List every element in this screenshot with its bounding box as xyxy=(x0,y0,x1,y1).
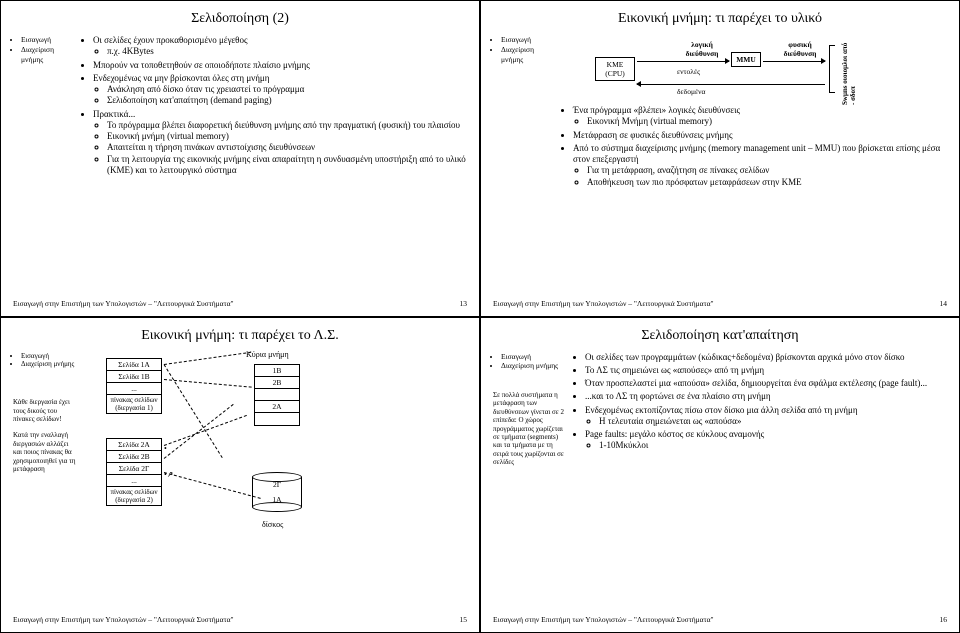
slide-3: Εικονική μνήμη: τι παρέχει το Λ.Σ. Εισαγ… xyxy=(0,317,480,633)
map-line xyxy=(164,364,223,458)
data-label: δεδομένα xyxy=(677,87,705,96)
bullet: Ενδεχομένως να μην βρίσκονται όλες στη μ… xyxy=(93,73,467,107)
memory-bracket xyxy=(829,45,835,93)
disk-label: δίσκος xyxy=(262,520,283,529)
map-line xyxy=(164,351,251,364)
sub-bullet: Απαιτείται η τήρηση πινάκων αντιστοίχιση… xyxy=(107,142,467,153)
slide-main: Οι σελίδες των προγραμμάτων (κώδικας+δεδ… xyxy=(573,352,947,612)
page-table-1: Σελίδα 1Α Σελίδα 1Β ... πίνακας σελίδων … xyxy=(106,358,162,414)
arrow-icon xyxy=(637,61,729,62)
slide-1: Σελιδοποίηση (2) Εισαγωγή Διαχείριση μνή… xyxy=(0,0,480,317)
slide-sidebar: Εισαγωγή Διαχείριση μνήμης Σε πολλά συστ… xyxy=(493,352,565,612)
bullet: Ενδεχομένως εκτοπίζοντας πίσω στον δίσκο… xyxy=(585,405,947,428)
slide-footer: Εισαγωγή στην Επιστήμη των Υπολογιστών –… xyxy=(493,615,947,624)
sub-bullet: Σελιδοποίηση κατ'απαίτηση (demand paging… xyxy=(107,95,467,106)
map-line xyxy=(164,472,261,499)
slide-sidebar: Εισαγωγή Διαχείριση μνήμης xyxy=(13,35,73,295)
bullet: Page faults: μεγάλο κόστος σε κύκλους αν… xyxy=(585,429,947,452)
slide-2: Εικονική μνήμη: τι παρέχει το υλικό Εισα… xyxy=(480,0,960,317)
slide-body: Εισαγωγή Διαχείριση μνήμης Κάθε διεργασί… xyxy=(13,352,467,612)
slide-body: Εισαγωγή Διαχείριση μνήμης Οι σελίδες έχ… xyxy=(13,35,467,295)
bullet: Το ΛΣ τις σημειώνει ως «απούσες» από τη … xyxy=(585,365,947,376)
logical-label: λογική διεύθυνση xyxy=(677,40,727,58)
slide-main: KME (CPU) λογική διεύθυνση MMU φυσική δι… xyxy=(561,35,947,295)
footer-text: Εισαγωγή στην Επιστήμη των Υπολογιστών –… xyxy=(13,615,234,624)
sub-bullet: Η τελευταία σημειώνεται ως «απούσα» xyxy=(599,416,947,427)
bullet: ...και το ΛΣ τη φορτώνει σε ένα πλαίσιο … xyxy=(585,391,947,402)
sub-bullet: π.χ. 4KBytes xyxy=(107,46,467,57)
memory-label: Swμns οιοιομλοι από - σδοπ xyxy=(841,41,857,105)
slide-footer: Εισαγωγή στην Επιστήμη των Υπολογιστών –… xyxy=(13,615,467,624)
bullet: Μπορούν να τοποθετηθούν σε οποιοδήποτε π… xyxy=(93,60,467,71)
slide-title: Σελιδοποίηση κατ'απαίτηση xyxy=(493,328,947,344)
sidebar-item: Διαχείριση μνήμης xyxy=(501,361,565,371)
sidebar-item: Εισαγωγή xyxy=(501,35,553,45)
mmu-box: MMU xyxy=(731,52,761,67)
kme-box: KME (CPU) xyxy=(595,57,635,81)
sub-bullet: Για τη λειτουργία της εικονικής μνήμης ε… xyxy=(107,154,467,177)
side-note: Σε πολλά συστήματα η μετάφραση των διευθ… xyxy=(493,391,565,467)
slide-title: Εικονική μνήμη: τι παρέχει το Λ.Σ. xyxy=(13,328,467,344)
slide-main: Οι σελίδες έχουν προκαθορισμένο μέγεθος … xyxy=(81,35,467,295)
map-line xyxy=(164,403,234,458)
sidebar-item: Διαχείριση μνήμης xyxy=(501,45,553,65)
page-number: 16 xyxy=(940,615,948,624)
slide-title: Σελιδοποίηση (2) xyxy=(13,11,467,27)
sub-bullet: 1-10Μκύκλοι xyxy=(599,440,947,451)
sub-bullet: Ανάκληση από δίσκο όταν τις χρειαστεί το… xyxy=(107,84,467,95)
vm-diagram: Σελίδα 1Α Σελίδα 1Β ... πίνακας σελίδων … xyxy=(86,352,467,542)
bullet: Όταν προσπελαστεί μια «απούσα» σελίδα, δ… xyxy=(585,378,947,389)
sub-bullet: Το πρόγραμμα βλέπει διαφορετική διεύθυνσ… xyxy=(107,120,467,131)
footer-text: Εισαγωγή στην Επιστήμη των Υπολογιστών –… xyxy=(493,615,714,624)
arrow-icon xyxy=(763,61,825,62)
mmu-diagram: KME (CPU) λογική διεύθυνση MMU φυσική δι… xyxy=(567,35,947,105)
sub-bullet: Εικονική Μνήμη (virtual memory) xyxy=(587,116,947,127)
slide-body: Εισαγωγή Διαχείριση μνήμης Σε πολλά συστ… xyxy=(493,352,947,612)
bullet: Πρακτικά... Το πρόγραμμα βλέπει διαφορετ… xyxy=(93,109,467,177)
slide-title: Εικονική μνήμη: τι παρέχει το υλικό xyxy=(493,11,947,27)
main-memory: 1Β 2Β 2Α xyxy=(254,364,300,426)
page-number: 14 xyxy=(940,299,948,308)
sub-bullet: Για τη μετάφραση, αναζήτηση σε πίνακες σ… xyxy=(587,165,947,176)
footer-text: Εισαγωγή στην Επιστήμη των Υπολογιστών –… xyxy=(493,299,714,308)
physical-label: φυσική διεύθυνση xyxy=(775,40,825,58)
sidebar-item: Διαχείριση μνήμης xyxy=(21,360,78,368)
page-number: 15 xyxy=(460,615,468,624)
page-table-2: Σελίδα 2Α Σελίδα 2Β Σελίδα 2Γ ... πίνακα… xyxy=(106,438,162,506)
sub-bullet: Εικονική μνήμη (virtual memory) xyxy=(107,131,467,142)
slide-4: Σελιδοποίηση κατ'απαίτηση Εισαγωγή Διαχε… xyxy=(480,317,960,633)
main-memory-label: Κύρια μνήμη xyxy=(246,350,289,359)
bullet: Ένα πρόγραμμα «βλέπει» λογικές διευθύνσε… xyxy=(573,105,947,128)
arrow-icon xyxy=(637,84,825,85)
slide-footer: Εισαγωγή στην Επιστήμη των Υπολογιστών –… xyxy=(13,299,467,308)
disk-icon: 2Γ 1Α xyxy=(252,472,302,512)
bullet: Από το σύστημα διαχείρισης μνήμης (memor… xyxy=(573,143,947,188)
footer-text: Εισαγωγή στην Επιστήμη των Υπολογιστών –… xyxy=(13,299,234,308)
bullet: Οι σελίδες των προγραμμάτων (κώδικας+δεδ… xyxy=(585,352,947,363)
page-number: 13 xyxy=(460,299,468,308)
sub-bullet: Αποθήκευση των πιο πρόσφατων μεταφράσεων… xyxy=(587,177,947,188)
sidebar-item: Εισαγωγή xyxy=(501,352,565,362)
side-note: Κατά την εναλλαγή διεργασιών αλλάζει και… xyxy=(13,431,78,473)
sidebar-item: Εισαγωγή xyxy=(21,35,73,45)
slide-body: Εισαγωγή Διαχείριση μνήμης KME (CPU) λογ… xyxy=(493,35,947,295)
slide-sidebar: Εισαγωγή Διαχείριση μνήμης Κάθε διεργασί… xyxy=(13,352,78,612)
side-note: Κάθε διεργασία έχει τους δικούς του πίνα… xyxy=(13,398,78,423)
sidebar-item: Διαχείριση μνήμης xyxy=(21,45,73,65)
bullet: Οι σελίδες έχουν προκαθορισμένο μέγεθος … xyxy=(93,35,467,58)
slide-footer: Εισαγωγή στην Επιστήμη των Υπολογιστών –… xyxy=(493,299,947,308)
bullet: Μετάφραση σε φυσικές διευθύνσεις μνήμης xyxy=(573,130,947,141)
instr-label: εντολές xyxy=(677,67,700,76)
slide-sidebar: Εισαγωγή Διαχείριση μνήμης xyxy=(493,35,553,295)
sidebar-item: Εισαγωγή xyxy=(21,352,78,360)
